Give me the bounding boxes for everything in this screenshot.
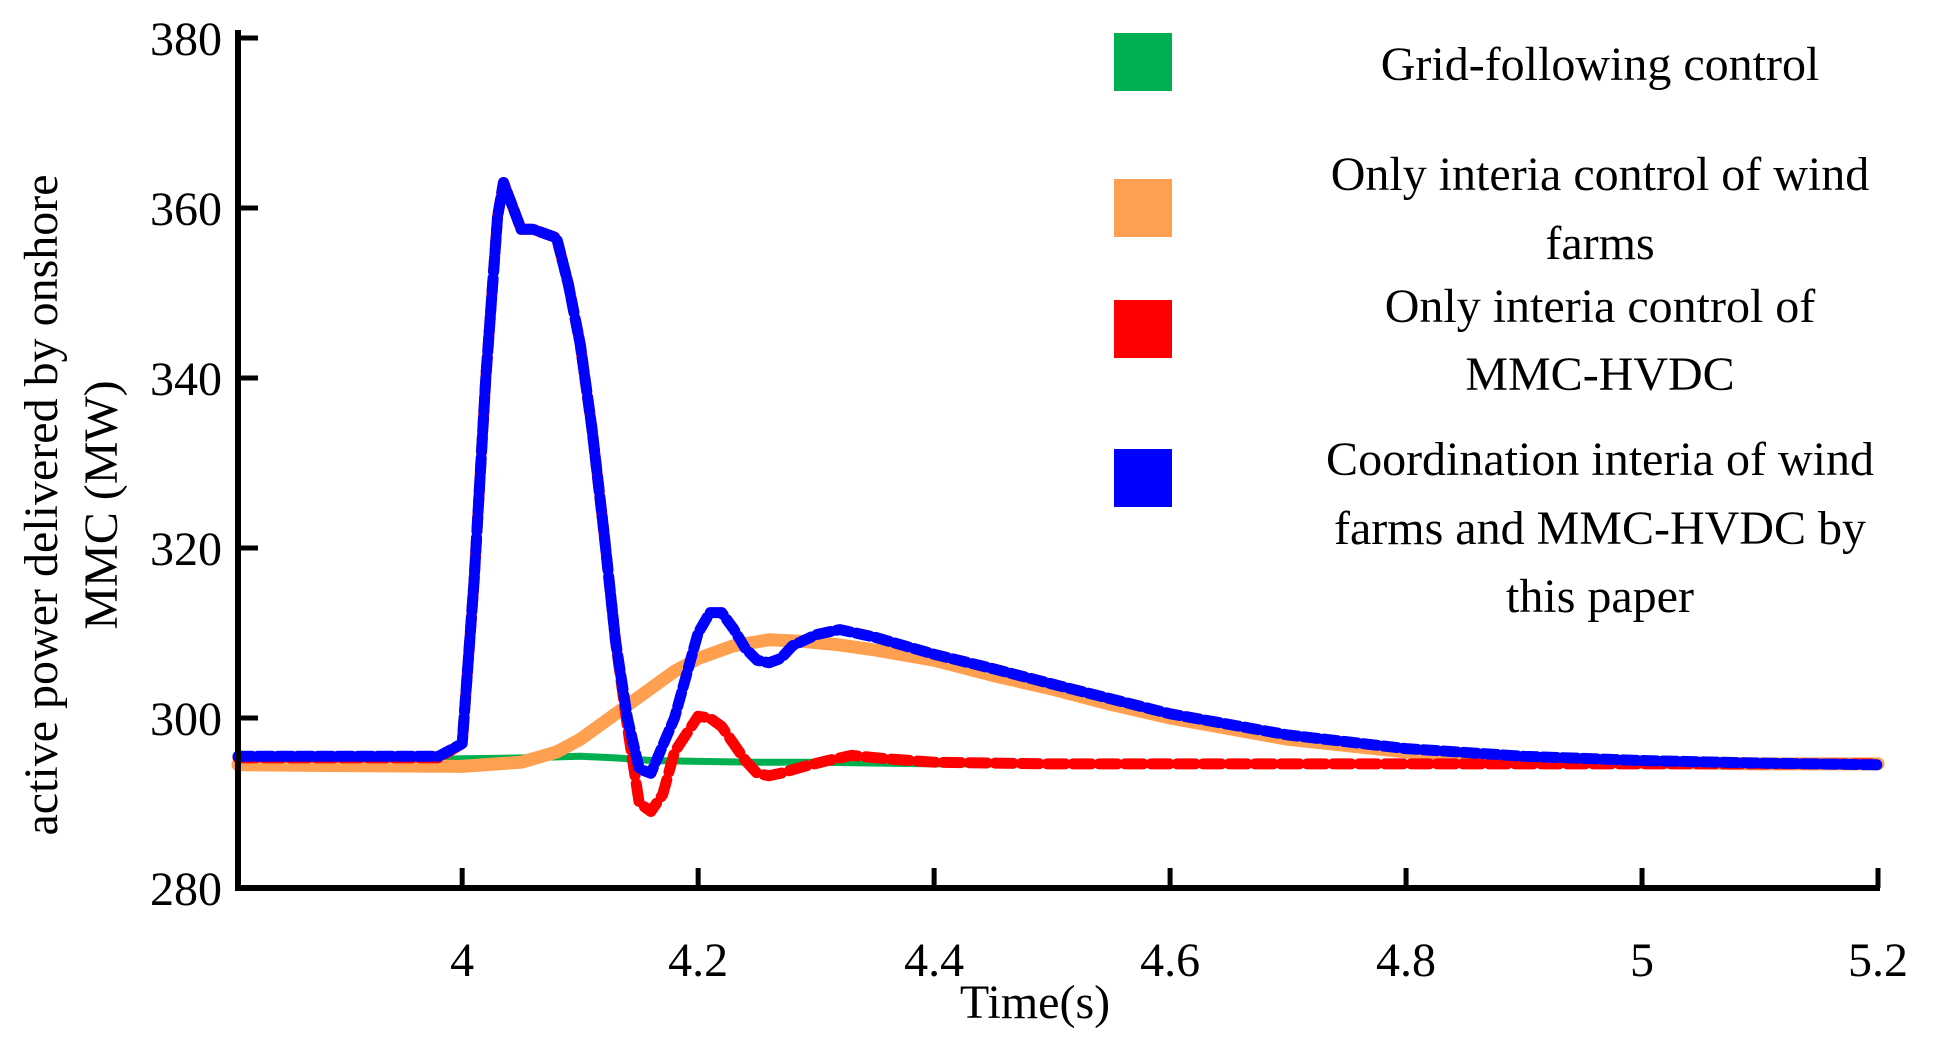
y-tick-label: 380: [150, 13, 222, 66]
legend-label-1: Grid-following control: [1381, 38, 1820, 91]
y-tick-label: 360: [150, 183, 222, 236]
legend-label-4: farms and MMC-HVDC by: [1334, 502, 1866, 555]
legend-label-4: Coordination interia of wind: [1326, 433, 1874, 486]
series-line-2: [231, 633, 1885, 773]
legend-swatch-4: [1114, 449, 1172, 507]
x-tick-label: 5.2: [1848, 934, 1908, 987]
legend: Grid-following control Only interia contr…: [1114, 33, 1874, 623]
x-tick-label: 4.6: [1140, 934, 1200, 987]
legend-swatch-3: [1114, 300, 1172, 358]
x-axis-title: Time(s): [960, 976, 1110, 1029]
plot-area: [231, 177, 1885, 817]
x-tick-label: 4.4: [904, 934, 964, 987]
series-line-4: [232, 177, 1884, 779]
y-tick-label: 300: [150, 693, 222, 746]
y-tick-label: 280: [150, 863, 222, 916]
legend-swatch-1: [1114, 33, 1172, 91]
legend-label-3: MMC-HVDC: [1465, 348, 1734, 401]
legend-label-3: Only interia control of: [1385, 280, 1816, 333]
y-axis-title-line-1: active power delivered by onshore: [15, 174, 68, 835]
y-axis-title-line-2: MMC (MW): [75, 380, 128, 629]
x-tick-label: 4: [450, 934, 474, 987]
y-axis-title: active power delivered by onshore MMC (M…: [15, 174, 128, 835]
legend-swatch-2: [1114, 179, 1172, 237]
y-tick-label: 340: [150, 353, 222, 406]
legend-label-2: Only interia control of wind: [1331, 148, 1870, 201]
x-tick-label: 5: [1630, 934, 1654, 987]
axes: 4 4.2 4.4 4.6 4.8 5 5.2 280 300 320 340 360 380: [150, 13, 1908, 987]
x-tick-label: 4.2: [668, 934, 728, 987]
y-tick-label: 320: [150, 523, 222, 576]
x-tick-label: 4.8: [1376, 934, 1436, 987]
legend-label-2: farms: [1545, 217, 1654, 270]
legend-label-4: this paper: [1506, 570, 1694, 623]
